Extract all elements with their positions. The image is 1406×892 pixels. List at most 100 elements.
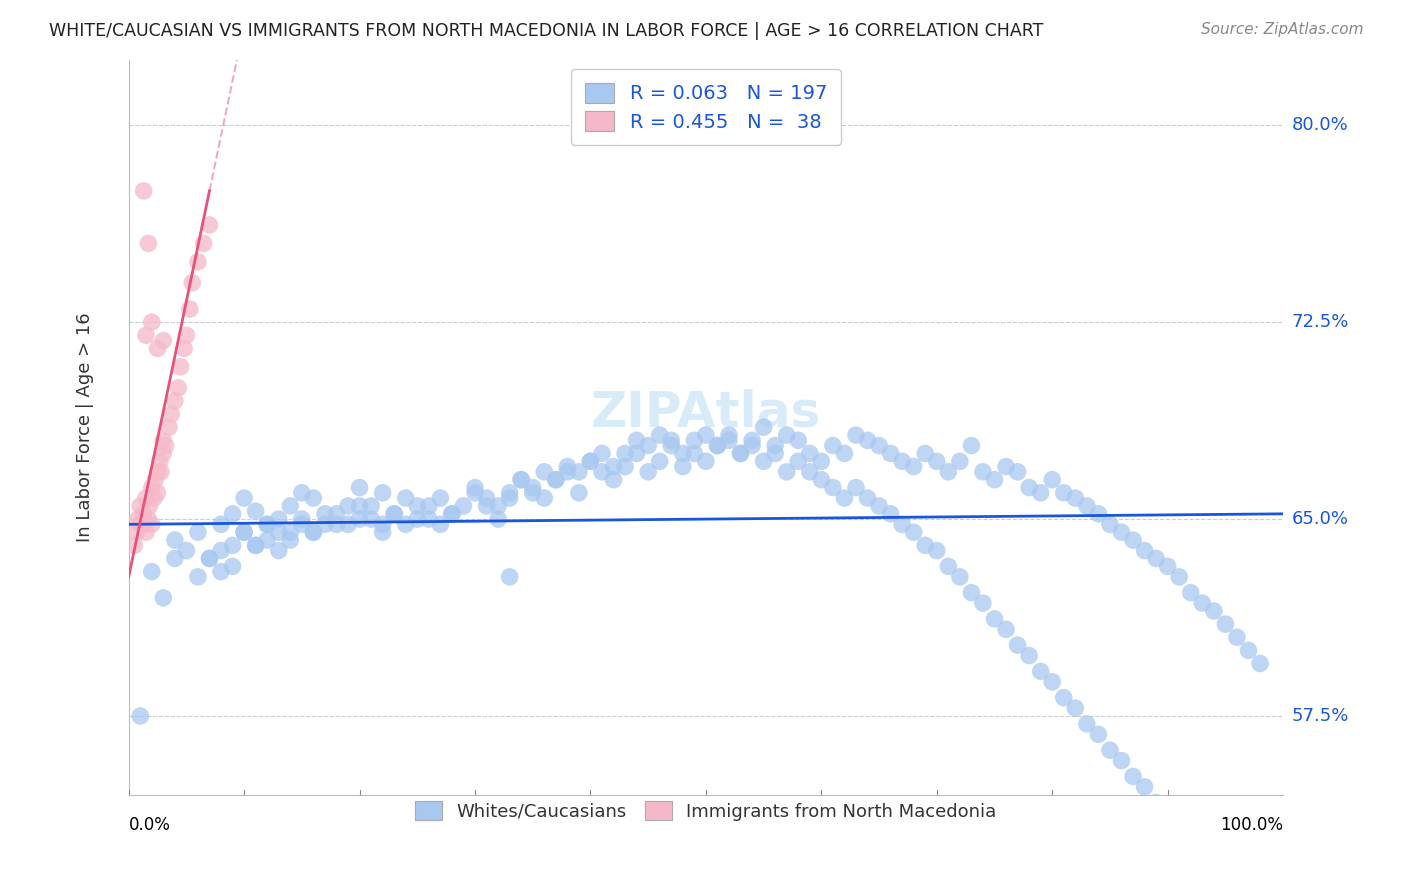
Point: [152, 334, 174, 348]
Legend: Whites/Caucasians, Immigrants from North Macedonia: Whites/Caucasians, Immigrants from North…: [406, 792, 1005, 830]
Point: [510, 473, 533, 487]
Point: [132, 184, 155, 198]
Text: 57.5%: 57.5%: [1292, 707, 1348, 725]
Text: ZIPAtlas: ZIPAtlas: [591, 389, 821, 436]
Point: [267, 525, 290, 540]
Point: [683, 446, 706, 460]
Point: [267, 543, 290, 558]
Point: [936, 465, 959, 479]
Point: [683, 434, 706, 448]
Point: [799, 446, 821, 460]
Point: [498, 570, 520, 584]
Point: [486, 512, 509, 526]
Point: [1064, 701, 1087, 715]
Point: [245, 538, 267, 552]
Point: [914, 446, 936, 460]
Point: [1029, 665, 1052, 679]
Point: [637, 439, 659, 453]
Point: [1144, 796, 1167, 810]
Point: [730, 446, 752, 460]
Point: [245, 504, 267, 518]
Point: [209, 565, 232, 579]
Point: [557, 459, 579, 474]
Point: [163, 551, 186, 566]
Point: [187, 525, 209, 540]
Point: [418, 512, 440, 526]
Point: [1191, 848, 1213, 863]
Point: [152, 591, 174, 605]
Point: [868, 439, 890, 453]
Point: [741, 434, 763, 448]
Point: [138, 499, 160, 513]
Point: [302, 491, 325, 505]
Point: [868, 499, 890, 513]
Point: [475, 499, 498, 513]
Point: [141, 565, 163, 579]
Point: [1156, 559, 1178, 574]
Point: [453, 499, 475, 513]
Point: [337, 499, 360, 513]
Point: [1111, 754, 1133, 768]
Point: [845, 428, 868, 442]
Point: [167, 381, 190, 395]
Point: [371, 525, 394, 540]
Point: [1249, 657, 1271, 671]
Point: [995, 459, 1018, 474]
Point: [146, 342, 169, 356]
Point: [659, 434, 682, 448]
Point: [291, 517, 314, 532]
Point: [136, 512, 159, 526]
Point: [510, 473, 533, 487]
Point: [173, 342, 195, 356]
Point: [440, 507, 463, 521]
Point: [498, 485, 520, 500]
Point: [464, 481, 486, 495]
Point: [856, 434, 879, 448]
Point: [1040, 473, 1063, 487]
Point: [763, 446, 786, 460]
Text: 0.0%: 0.0%: [129, 816, 170, 834]
Point: [522, 481, 544, 495]
Point: [135, 328, 157, 343]
Point: [176, 543, 198, 558]
Text: 65.0%: 65.0%: [1292, 510, 1348, 528]
Point: [544, 473, 567, 487]
Point: [302, 525, 325, 540]
Point: [1029, 485, 1052, 500]
Point: [176, 328, 198, 343]
Text: 72.5%: 72.5%: [1292, 313, 1348, 331]
Point: [1087, 507, 1109, 521]
Point: [1122, 533, 1144, 547]
Point: [614, 459, 637, 474]
Point: [533, 465, 555, 479]
Point: [486, 499, 509, 513]
Point: [522, 485, 544, 500]
Point: [602, 459, 624, 474]
Point: [193, 236, 215, 251]
Point: [1237, 643, 1260, 657]
Point: [382, 507, 405, 521]
Point: [995, 623, 1018, 637]
Point: [181, 276, 204, 290]
Point: [1168, 570, 1191, 584]
Point: [395, 491, 418, 505]
Point: [1226, 630, 1249, 644]
Point: [124, 538, 146, 552]
Point: [371, 485, 394, 500]
Point: [382, 507, 405, 521]
Point: [291, 512, 314, 526]
Point: [146, 465, 169, 479]
Point: [834, 491, 856, 505]
Point: [845, 481, 868, 495]
Point: [544, 473, 567, 487]
Point: [776, 428, 799, 442]
Point: [429, 517, 451, 532]
Point: [776, 465, 799, 479]
Point: [787, 454, 810, 468]
Point: [1133, 780, 1156, 794]
Point: [1040, 674, 1063, 689]
Point: [233, 491, 256, 505]
Point: [557, 465, 579, 479]
Point: [925, 543, 948, 558]
Point: [972, 465, 994, 479]
